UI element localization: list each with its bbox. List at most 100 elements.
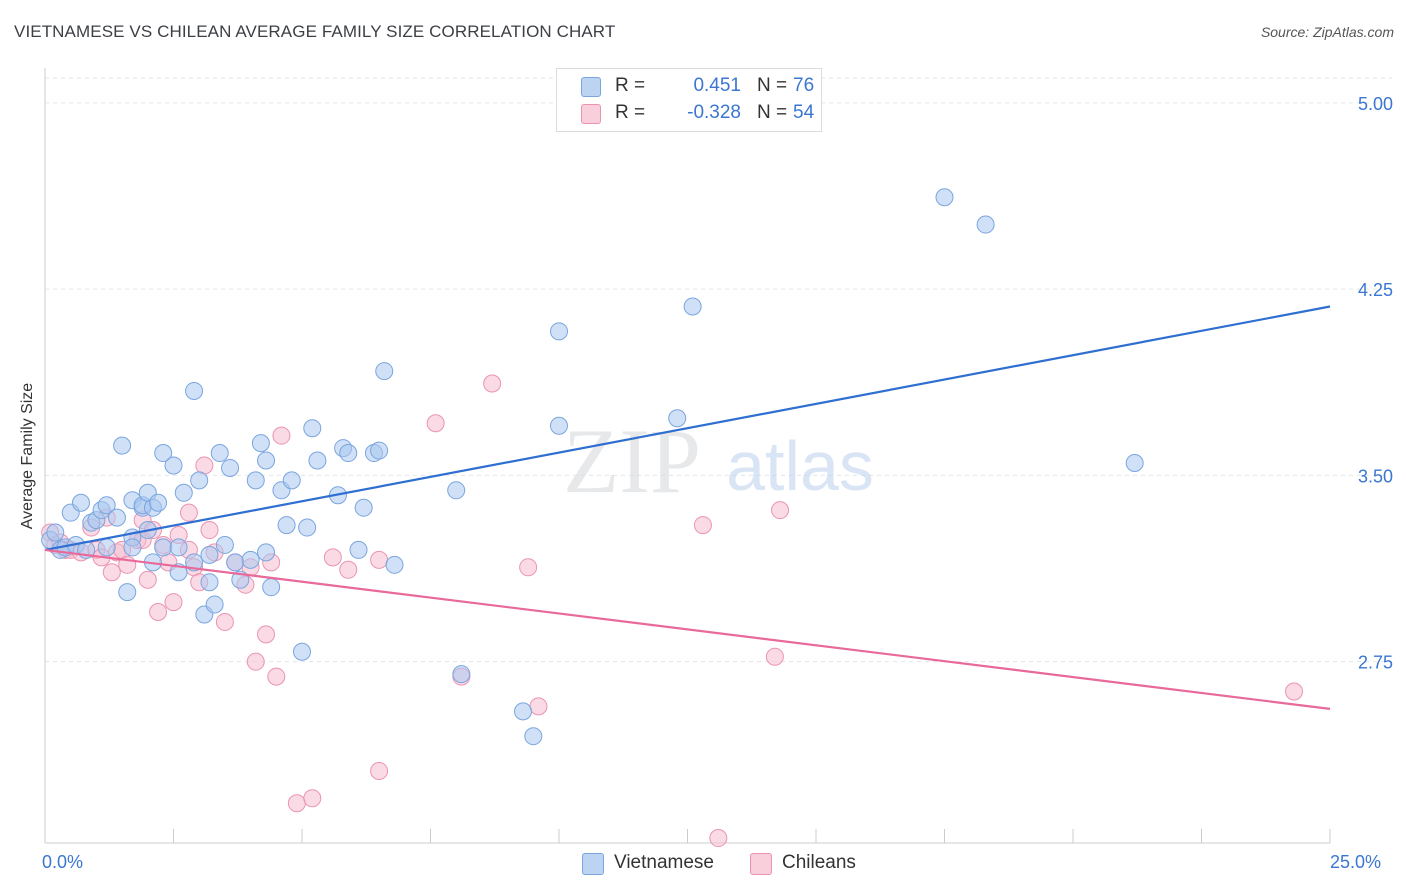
vietnamese-point bbox=[205, 595, 224, 614]
chileans-trend-line bbox=[44, 548, 1331, 710]
chileans-point bbox=[339, 560, 358, 579]
vietnamese-point bbox=[185, 553, 204, 572]
vietnamese-point bbox=[447, 481, 466, 500]
vietnamese-point bbox=[349, 540, 368, 559]
x-tick-label-max: 25.0% bbox=[1330, 852, 1382, 872]
chileans-point bbox=[323, 548, 342, 567]
series-legend-chileans[interactable]: Chileans bbox=[750, 852, 870, 876]
vietnamese-point bbox=[354, 498, 373, 517]
chileans-point bbox=[246, 652, 265, 671]
legend-swatch-vietnamese bbox=[581, 77, 601, 97]
chileans-point bbox=[164, 593, 183, 612]
series-name-chileans: Chileans bbox=[782, 852, 856, 873]
vietnamese-point bbox=[185, 381, 204, 400]
chileans-point bbox=[771, 501, 790, 520]
vietnamese-point bbox=[251, 434, 270, 453]
vietnamese-point bbox=[154, 538, 173, 557]
y-tick-label: 2.75 bbox=[1358, 653, 1393, 673]
vietnamese-point bbox=[303, 419, 322, 438]
vietnamese-point bbox=[308, 451, 327, 470]
x-tick-label-min: 0.0% bbox=[42, 852, 84, 872]
chileans-point bbox=[1285, 682, 1304, 701]
series-swatch-vietnamese bbox=[582, 853, 604, 875]
chileans-point bbox=[257, 625, 276, 644]
vietnamese-point bbox=[976, 215, 995, 234]
y-tick-label: 3.50 bbox=[1358, 466, 1393, 486]
vietnamese-point bbox=[215, 535, 234, 554]
vietnamese-point bbox=[550, 416, 568, 435]
vietnamese-point bbox=[683, 297, 702, 316]
vietnamese-trend-line bbox=[44, 305, 1331, 551]
chileans-point bbox=[709, 829, 728, 848]
vietnamese-point bbox=[550, 322, 568, 341]
axes bbox=[44, 68, 1331, 844]
legend-r-value: 0.451 bbox=[693, 75, 741, 96]
legend-r-value: -0.328 bbox=[687, 102, 741, 123]
chart-title: VIETNAMESE VS CHILEAN AVERAGE FAMILY SIZ… bbox=[14, 22, 616, 41]
series-name-vietnamese: Vietnamese bbox=[614, 852, 714, 873]
vietnamese-point bbox=[118, 583, 137, 602]
vietnamese-point bbox=[262, 578, 281, 597]
vietnamese-point bbox=[169, 538, 188, 557]
vietnamese-point bbox=[514, 702, 533, 721]
chileans-point bbox=[519, 558, 538, 577]
source-credit: Source: ZipAtlas.com bbox=[1260, 24, 1394, 40]
vietnamese-point bbox=[221, 458, 240, 477]
y-tick-labels: 2.75 3.50 4.25 5.00 bbox=[1358, 94, 1393, 673]
legend-r-label: R = bbox=[615, 102, 646, 123]
vietnamese-point bbox=[282, 471, 301, 490]
y-axis-label: Average Family Size bbox=[19, 382, 36, 530]
correlation-legend: R = 0.451 N = 76 R = -0.328 N = 54 bbox=[556, 68, 822, 132]
vietnamese-point bbox=[524, 727, 543, 746]
vietnamese-point bbox=[107, 508, 126, 527]
vietnamese-point bbox=[97, 496, 116, 515]
chileans-point bbox=[303, 789, 322, 808]
chileans-point bbox=[215, 612, 234, 631]
vietnamese-point bbox=[370, 441, 389, 460]
vietnamese-point bbox=[97, 538, 116, 557]
trend-lines bbox=[44, 305, 1331, 710]
series-swatch-chileans bbox=[750, 853, 772, 875]
vietnamese-point bbox=[935, 188, 954, 207]
vietnamese-point bbox=[200, 573, 219, 592]
vietnamese-point bbox=[123, 538, 142, 557]
chileans-point bbox=[287, 794, 306, 813]
vietnamese-point bbox=[164, 456, 183, 475]
vietnamese-point bbox=[46, 523, 65, 542]
vietnamese-point bbox=[174, 483, 193, 502]
vietnamese-point bbox=[190, 471, 209, 490]
series-legend-vietnamese[interactable]: Vietnamese bbox=[582, 852, 732, 876]
vietnamese-point bbox=[298, 518, 317, 537]
vietnamese-point bbox=[210, 444, 229, 463]
vietnamese-point bbox=[257, 451, 276, 470]
legend-n-label: N = bbox=[757, 102, 788, 123]
vietnamese-point bbox=[257, 543, 276, 562]
vietnamese-point bbox=[113, 436, 132, 455]
chileans-point bbox=[693, 516, 712, 535]
chileans-point bbox=[102, 563, 121, 582]
vietnamese-point bbox=[200, 545, 219, 564]
legend-n-value: 54 bbox=[793, 102, 815, 123]
chileans-point bbox=[426, 414, 445, 433]
vietnamese-point bbox=[375, 362, 394, 381]
vietnamese-point bbox=[339, 444, 358, 463]
vietnamese-point bbox=[668, 409, 687, 428]
vietnamese-point bbox=[452, 665, 471, 684]
chileans-point bbox=[200, 521, 219, 540]
chileans-point bbox=[370, 550, 389, 569]
vietnamese-point bbox=[71, 493, 90, 512]
chileans-point bbox=[483, 374, 502, 393]
vietnamese-point bbox=[246, 471, 265, 490]
vietnamese-point bbox=[385, 555, 404, 574]
legend-swatch-chileans bbox=[581, 104, 601, 124]
legend-n-value: 76 bbox=[793, 75, 815, 96]
vietnamese-point bbox=[226, 553, 245, 572]
chileans-point bbox=[138, 570, 157, 589]
chileans-point bbox=[179, 503, 198, 522]
chileans-point bbox=[370, 761, 389, 780]
legend-n-label: N = bbox=[757, 75, 788, 96]
vietnamese-point bbox=[293, 642, 311, 661]
vietnamese-point bbox=[154, 444, 173, 463]
vietnamese-point bbox=[1125, 453, 1144, 472]
chileans-point bbox=[529, 697, 548, 716]
